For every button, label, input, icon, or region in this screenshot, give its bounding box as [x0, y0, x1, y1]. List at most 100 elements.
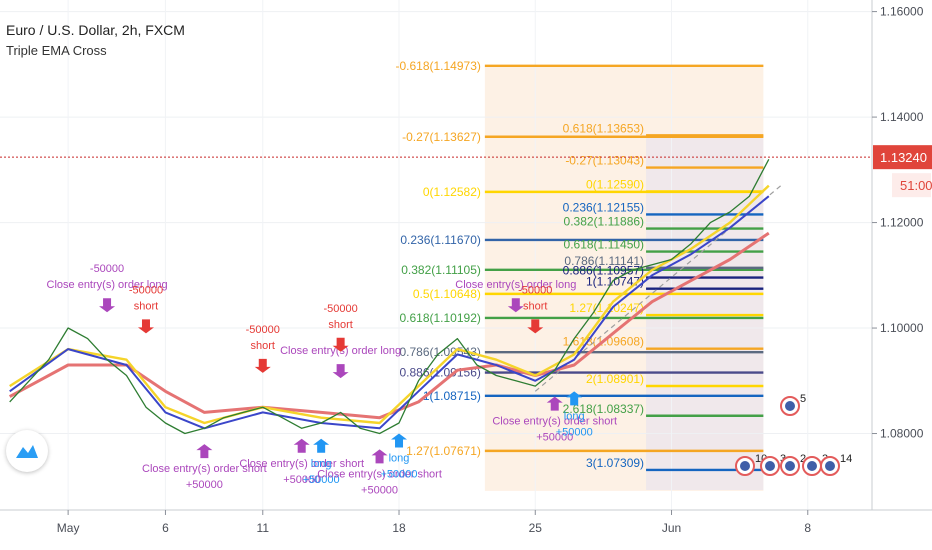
fib-level-label: 3(1.07309) — [586, 456, 644, 470]
signal-label: Close entry(s) order short — [492, 416, 617, 428]
signal-label: +50000 — [536, 432, 573, 444]
signal-label: long — [311, 458, 332, 470]
signal-label: +50000 — [556, 426, 593, 438]
signal-label: +50000 — [303, 474, 340, 486]
sell-arrow — [254, 358, 271, 373]
fib-level-label: -0.27(1.13043) — [565, 154, 644, 168]
time-tick-label: 11 — [257, 521, 270, 535]
time-tick-label: May — [57, 521, 80, 535]
sell-arrow — [332, 337, 349, 352]
ema-mid-line — [9, 184, 770, 425]
signal-label: short — [251, 340, 275, 352]
logo-icon — [16, 445, 38, 458]
fib-level-label: 0(1.12582) — [423, 185, 481, 199]
signal-label: +50000 — [381, 469, 418, 481]
series-layer — [0, 156, 872, 435]
event-badge-flag — [740, 461, 750, 471]
signal-label: Close entry(s) order short — [317, 468, 442, 480]
signal-label: +50000 — [186, 479, 223, 491]
signal-label: long — [564, 410, 585, 422]
indicator-title[interactable]: Triple EMA Cross — [6, 43, 107, 58]
price-tick-label: 1.10000 — [880, 321, 924, 335]
fib-level-label: -0.618(1.14973) — [395, 59, 480, 73]
fib-level-label: 0.786(1.11141) — [564, 254, 644, 268]
price-badge-layer: 1.13240 51:00 — [873, 145, 932, 198]
fib-level-label: -0.27(1.13627) — [402, 130, 481, 144]
grid-layer — [0, 0, 872, 510]
ema-fast-line — [9, 195, 770, 430]
countdown-badge — [892, 173, 931, 198]
event-badge-flag — [785, 401, 795, 411]
sell-arrow — [99, 298, 116, 313]
price-line — [9, 158, 770, 435]
event-badge-flag — [825, 461, 835, 471]
signal-label: Close entry(s) order short — [239, 458, 364, 470]
signal-label: short — [134, 300, 158, 312]
buy-arrow — [371, 449, 388, 464]
fib-level-label: 1(1.08715) — [423, 389, 481, 403]
signal-label: -50000 — [129, 284, 163, 296]
sell-arrow — [507, 298, 524, 313]
event-badge-count: 14 — [840, 453, 852, 465]
signal-label: -50000 — [518, 284, 552, 296]
time-axis-panel — [0, 510, 932, 550]
sell-arrow — [137, 319, 154, 334]
buy-arrow — [391, 433, 408, 448]
signal-label: short — [523, 300, 547, 312]
event-badges[interactable]: 51032314 — [735, 393, 852, 476]
fib-level-label: 0.886(1.10957) — [563, 264, 644, 278]
fib-level-label: 0(1.12590) — [586, 177, 644, 191]
fib-level-label: 0.236(1.11670) — [400, 233, 481, 247]
ema-slow-line — [8, 231, 770, 420]
fib-level-label: 0.618(1.10192) — [399, 311, 480, 325]
symbol-title[interactable]: Euro / U.S. Dollar, 2h, FXCM — [6, 22, 185, 38]
sell-arrow — [332, 364, 349, 379]
sell-arrow — [527, 319, 544, 334]
fib-retracement-2[interactable]: 0.618(1.13653) -0.27(1.13043) 0(1.12590) 0.… — [563, 121, 764, 472]
event-badge-count: 2 — [800, 453, 806, 465]
time-tick-label: 25 — [529, 521, 543, 535]
buy-arrow — [313, 438, 330, 453]
price-badge — [873, 145, 932, 170]
event-badge-flag — [807, 461, 817, 471]
fib-level-label: 0.382(1.11886) — [564, 215, 645, 229]
time-tick-label: 18 — [392, 521, 406, 535]
countdown-badge-text: 51:00 — [900, 178, 932, 193]
fib-level-label: 0.5(1.10648) — [413, 287, 481, 301]
signal-label: Close entry(s) order long — [47, 279, 168, 291]
time-tick-label: Jun — [662, 521, 681, 535]
signal-label: -50000 — [246, 324, 280, 336]
time-tick-label: 8 — [804, 521, 811, 535]
fib-level-label: 2.618(1.08337) — [563, 402, 644, 416]
fib-level-label: 0.618(1.13653) — [563, 121, 644, 135]
buy-arrow — [196, 444, 213, 459]
fib-level-label: 1(1.10747) — [586, 275, 644, 289]
buy-arrow — [546, 396, 563, 411]
fib-level-label: 2(1.08901) — [586, 372, 644, 386]
fib-level-label: 1.27(1.07671) — [406, 444, 481, 458]
price-tick-label: 1.16000 — [880, 5, 924, 19]
buy-arrow — [293, 438, 310, 453]
signal-label: short — [328, 319, 352, 331]
fib-zone-2 — [646, 135, 764, 490]
fib-level-label: 0.618(1.11450) — [564, 238, 645, 252]
signal-label: -50000 — [323, 303, 357, 315]
tradingview-logo[interactable] — [6, 430, 48, 472]
buy-arrow — [566, 391, 583, 406]
signal-label: long — [389, 453, 410, 465]
time-tick-label: 6 — [162, 521, 169, 535]
signal-label: +50000 — [361, 484, 398, 496]
event-badge-count: 5 — [800, 393, 806, 405]
event-badge-flag — [785, 461, 795, 471]
chart-legend: Euro / U.S. Dollar, 2h, FXCM Triple EMA … — [6, 22, 185, 58]
fib-level-label: 0.382(1.11105) — [401, 263, 481, 277]
fib-level-label: 1.27(1.10247) — [569, 301, 644, 315]
signal-label: Close entry(s) order short — [142, 463, 267, 475]
signal-label: +50000 — [283, 474, 320, 486]
event-badge-flag — [765, 461, 775, 471]
price-tick-label: 1.14000 — [880, 110, 924, 124]
price-badge-text: 1.13240 — [880, 150, 927, 165]
